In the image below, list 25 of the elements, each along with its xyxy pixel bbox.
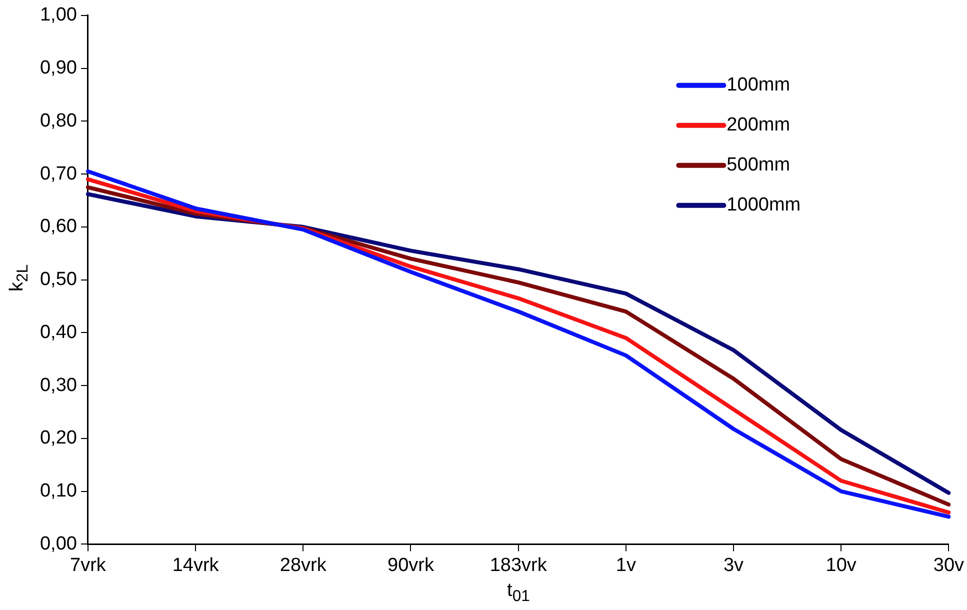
x-tick-label: 30v [933,554,964,576]
x-tick-label: 14vrk [172,554,220,576]
y-tick-label: 0,30 [40,374,77,396]
legend-label: 500mm [726,154,790,176]
x-tick-label: 10v [826,554,857,576]
legend-label: 1000mm [726,194,801,216]
y-tick-label: 0,00 [40,533,77,554]
y-tick-label: 0,90 [40,58,77,79]
x-tick-label: 90vrk [388,554,434,576]
legend-label: 200mm [726,114,790,136]
x-axis-title: t$_{01}$ [506,580,531,606]
legend-label: 100mm [726,74,790,96]
y-tick-label: 0,70 [40,163,77,184]
y-tick-label: 0,20 [40,428,77,449]
x-tick-label: 28vrk [280,554,327,576]
x-tick-label: 7vrk [70,554,106,576]
y-tick-label: 0,50 [40,269,77,290]
y-tick-label: 1,00 [40,4,77,26]
y-tick-label: 0,10 [40,480,77,502]
y-tick-label: 0,80 [40,110,77,132]
y-tick-label: 0,40 [40,322,77,343]
x-tick-label: 3v [723,554,744,576]
y-tick-label: 0,60 [40,216,77,238]
x-tick-label: 1v [616,554,636,576]
x-tick-label: 183vrk [490,554,548,576]
